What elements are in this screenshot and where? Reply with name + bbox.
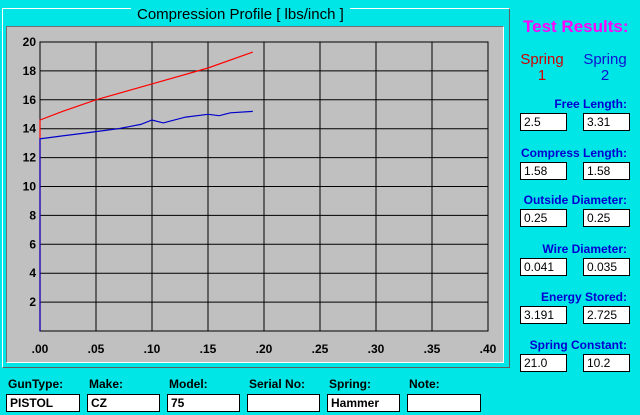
model-label: Model:: [169, 377, 208, 391]
outside-diameter-label: Outside Diameter:: [523, 193, 627, 207]
y-tick-label: 18: [23, 64, 37, 78]
model-field[interactable]: 75: [167, 394, 240, 412]
serial-no-field[interactable]: [247, 394, 320, 412]
energy-stored-spring1-field[interactable]: 3.191: [520, 306, 567, 324]
y-tick-label: 14: [23, 122, 37, 136]
outside-diameter-spring1-field[interactable]: 0.25: [520, 209, 567, 227]
spring-constant-spring1-field[interactable]: 21.0: [520, 354, 567, 372]
x-tick-label: .15: [200, 342, 217, 356]
x-tick-label: .40: [480, 342, 497, 356]
x-tick-label: .35: [424, 342, 441, 356]
series-line-2: [39, 110, 253, 331]
spring-constant-label: Spring Constant:: [529, 338, 627, 352]
y-tick-label: 2: [29, 295, 36, 309]
x-tick-label: .10: [144, 342, 161, 356]
chart-title: Compression Profile [ lbs/inch ]: [131, 4, 350, 26]
test-results-title: Test Results:: [523, 17, 629, 36]
make-label: Make:: [89, 377, 124, 391]
compress-length-spring2-field[interactable]: 1.58: [583, 162, 630, 180]
y-tick-label: 10: [23, 180, 37, 194]
x-tick-label: .05: [88, 342, 105, 356]
test-results-panel: Test Results: Spring 1 Spring 2 Free Len…: [513, 0, 640, 372]
guntype-label: GunType:: [8, 377, 64, 391]
y-tick-label: 20: [23, 35, 37, 49]
y-tick-label: 16: [23, 93, 37, 107]
x-tick-label: .20: [256, 342, 273, 356]
serial-no-label: Serial No:: [249, 377, 306, 391]
compress-length-label: Compress Length:: [520, 146, 627, 160]
spring-constant-spring2-field[interactable]: 10.2: [583, 354, 630, 372]
free-length-spring2-field[interactable]: 3.31: [583, 113, 630, 131]
y-tick-label: 4: [29, 266, 36, 280]
series-line-1: [39, 51, 254, 331]
spring-type-label: Spring:: [329, 377, 371, 391]
x-tick-label: .30: [368, 342, 385, 356]
outside-diameter-spring2-field[interactable]: 0.25: [583, 209, 630, 227]
note-field[interactable]: [407, 394, 481, 412]
x-tick-label: .00: [32, 342, 49, 356]
make-field[interactable]: CZ: [87, 394, 160, 412]
free-length-spring1-field[interactable]: 2.5: [520, 113, 567, 131]
energy-stored-spring2-field[interactable]: 2.725: [583, 306, 630, 324]
y-tick-label: 12: [23, 151, 37, 165]
plot-area: [6, 26, 504, 363]
free-length-label: Free Length:: [554, 97, 627, 111]
wire-diameter-spring2-field[interactable]: 0.035: [583, 258, 630, 276]
compress-length-spring1-field[interactable]: 1.58: [520, 162, 567, 180]
spring1-header: Spring 1: [516, 52, 568, 84]
y-tick-label: 8: [29, 208, 36, 222]
wire-diameter-label: Wire Diameter:: [542, 242, 627, 256]
x-tick-label: .25: [312, 342, 329, 356]
guntype-field[interactable]: PISTOL: [6, 394, 80, 412]
note-label: Note:: [409, 377, 440, 391]
energy-stored-label: Energy Stored:: [540, 290, 627, 304]
spring1-header-number: 1: [537, 67, 547, 84]
y-tick-label: 6: [29, 237, 36, 251]
spring2-header-number: 2: [600, 67, 610, 84]
wire-diameter-spring1-field[interactable]: 0.041: [520, 258, 567, 276]
spring2-header: Spring 2: [577, 52, 633, 84]
spring-type-field[interactable]: Hammer: [327, 394, 400, 412]
spring1-header-label: Spring: [520, 51, 564, 68]
spring2-header-label: Spring: [583, 51, 627, 68]
